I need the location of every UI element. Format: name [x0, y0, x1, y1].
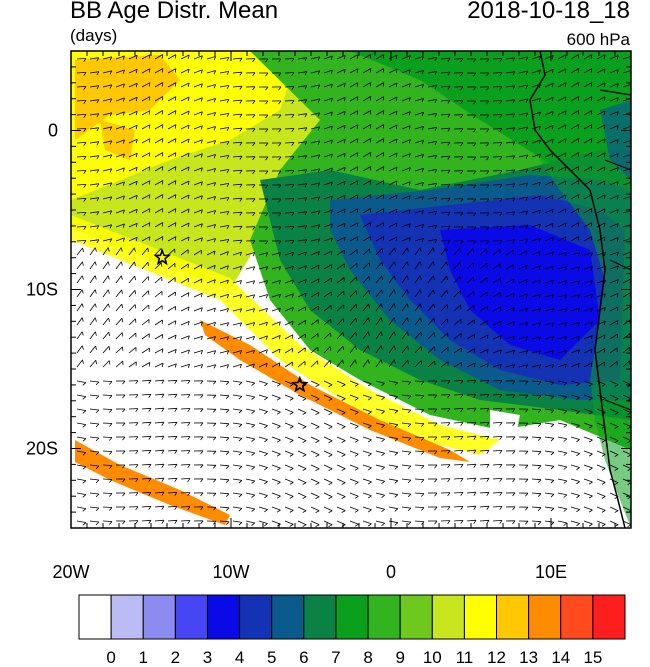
colorbar-swatch [431, 594, 465, 640]
colorbar-label: 9 [395, 648, 404, 667]
marker-layer [153, 248, 309, 393]
colorbar-label: 3 [203, 648, 212, 667]
axis-ticks: 20W 10W 0 10E 0 10S 20S [26, 50, 632, 582]
datetime-label: 2018-10-18_18 [467, 0, 630, 24]
lat-tick-label: 0 [48, 121, 58, 141]
lon-tick-label: 20W [52, 562, 89, 582]
colorbar-swatch [528, 594, 562, 640]
coastline [529, 51, 626, 528]
colorbar-swatch [110, 594, 144, 640]
colorbar-swatch [592, 594, 626, 640]
lat-tick-label: 20S [26, 439, 58, 459]
star-marker [290, 375, 309, 393]
colorbar-label: 12 [487, 648, 506, 667]
colorbar-label: 8 [363, 648, 372, 667]
pressure-level-label: 600 hPa [566, 30, 630, 49]
colorbar-swatch [206, 594, 241, 640]
colorbar-swatch [496, 594, 530, 640]
map-title: BB Age Distr. Mean [70, 0, 279, 24]
star-marker [153, 248, 172, 266]
age-field [71, 51, 631, 528]
country-borders [599, 89, 631, 411]
colorbar-label: 5 [267, 648, 276, 667]
colorbar-swatch [174, 594, 208, 640]
colorbar-swatch [399, 594, 433, 640]
colorbar-swatch [560, 594, 594, 640]
colorbar-label: 15 [583, 648, 602, 667]
lat-tick-label: 10S [26, 280, 58, 300]
lon-tick-label: 10W [212, 562, 249, 582]
colorbar-label: 7 [331, 648, 340, 667]
colorbar-label: 2 [171, 648, 180, 667]
colorbar-label: 10 [423, 648, 442, 667]
colorbar-label: 0 [106, 648, 115, 667]
colorbar-label: 11 [456, 648, 474, 667]
colorbar-label: 6 [299, 648, 308, 667]
wind-barbs [76, 54, 631, 527]
colorbar: 0 1 2 3 4 5 6 7 8 9 10 11 12 13 14 15 [78, 594, 626, 667]
colorbar-swatch [239, 594, 273, 640]
colorbar-label: 13 [519, 648, 538, 667]
colorbar-label: 4 [235, 648, 244, 667]
colorbar-swatch [367, 594, 401, 640]
lon-tick-label: 0 [386, 562, 396, 582]
colorbar-swatch [271, 594, 305, 640]
colorbar-swatch [142, 594, 176, 640]
colorbar-swatch [335, 594, 369, 640]
colorbar-swatch [463, 594, 498, 640]
units-label: (days) [70, 26, 118, 45]
colorbar-swatch [303, 594, 337, 640]
colorbar-label: 14 [551, 648, 570, 667]
lon-tick-label: 10E [535, 562, 567, 582]
colorbar-swatch [78, 594, 112, 640]
colorbar-label: 1 [138, 648, 147, 667]
